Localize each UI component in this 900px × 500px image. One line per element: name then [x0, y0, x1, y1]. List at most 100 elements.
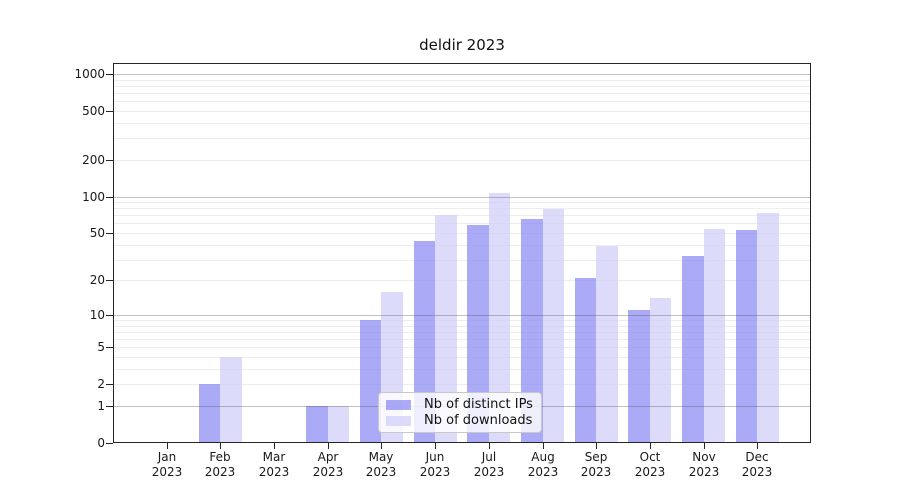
- x-tick-label-line: Aug: [531, 450, 555, 464]
- major-gridline: [114, 315, 810, 316]
- x-tick-label-line: 2023: [258, 465, 290, 479]
- bar-downloads: [703, 228, 726, 443]
- bar-downloads: [435, 214, 457, 443]
- x-tick-label-line: 2023: [151, 465, 183, 479]
- x-tick-mark: [167, 443, 168, 449]
- x-tick-label-line: Jan: [157, 450, 177, 464]
- y-tick-mark: [106, 347, 113, 348]
- x-tick-label: Jan 2023: [135, 450, 199, 480]
- minor-gridline: [114, 233, 810, 234]
- y-tick-mark: [106, 233, 113, 234]
- x-tick-mark: [596, 443, 597, 449]
- y-tick-mark: [106, 111, 113, 112]
- x-tick-mark: [650, 443, 651, 449]
- bar-distinct-ips: [306, 405, 328, 443]
- minor-gridline: [114, 160, 810, 161]
- x-tick-mark: [220, 443, 221, 449]
- y-tick-label: 50: [89, 226, 105, 240]
- x-tick-mark: [274, 443, 275, 449]
- bar-distinct-ips: [574, 277, 597, 443]
- bar-downloads: [649, 298, 672, 443]
- bar-distinct-ips: [521, 219, 543, 443]
- minor-gridline: [114, 357, 810, 358]
- legend-label: Nb of distinct IPs: [424, 397, 533, 412]
- legend-item: Nb of downloads: [386, 413, 541, 429]
- y-tick-mark: [106, 160, 113, 161]
- x-tick-label: Sep 2023: [564, 450, 628, 480]
- x-tick-mark: [543, 443, 544, 449]
- x-tick-label-line: Oct: [639, 450, 661, 464]
- x-tick-label: Apr 2023: [296, 450, 360, 480]
- legend-swatch: [386, 400, 411, 410]
- y-tick-mark: [106, 406, 113, 407]
- minor-gridline: [114, 86, 810, 87]
- y-tick-label: 0: [97, 436, 105, 450]
- x-tick-label-line: Jul: [481, 450, 497, 464]
- x-tick-mark: [704, 443, 705, 449]
- minor-gridline: [114, 215, 810, 216]
- minor-gridline: [114, 369, 810, 370]
- x-tick-label: Jul 2023: [457, 450, 521, 480]
- y-tick-label: 20: [89, 273, 105, 287]
- minor-gridline: [114, 260, 810, 261]
- minor-gridline: [114, 280, 810, 281]
- x-tick-label: Mar 2023: [242, 450, 306, 480]
- x-tick-label-line: May: [368, 450, 394, 464]
- legend-item: Nb of distinct IPs: [386, 397, 541, 413]
- x-tick-label-line: 2023: [204, 465, 236, 479]
- x-tick-label-line: 2023: [365, 465, 397, 479]
- y-tick-label: 10: [89, 308, 105, 322]
- x-tick-label: May 2023: [349, 450, 413, 480]
- bar-downloads: [220, 357, 242, 443]
- x-tick-label: Aug 2023: [511, 450, 575, 480]
- minor-gridline: [114, 223, 810, 224]
- y-tick-mark: [106, 384, 113, 385]
- bar-distinct-ips: [735, 229, 758, 443]
- bar-distinct-ips: [359, 320, 382, 443]
- y-tick-mark: [106, 443, 113, 444]
- minor-gridline: [114, 93, 810, 94]
- y-tick-label: 1: [97, 399, 105, 413]
- x-tick-label: Jun 2023: [403, 450, 467, 480]
- bar-distinct-ips: [628, 310, 650, 443]
- x-tick-label-line: Jun: [425, 450, 445, 464]
- y-tick-label: 1000: [74, 67, 105, 81]
- y-tick-label: 100: [82, 190, 105, 204]
- y-tick-mark: [106, 197, 113, 198]
- x-tick-label-line: 2023: [634, 465, 666, 479]
- bar-downloads: [488, 192, 511, 443]
- bar-distinct-ips: [467, 225, 489, 443]
- x-tick-label-line: Nov: [692, 450, 716, 464]
- x-tick-label-line: 2023: [312, 465, 344, 479]
- x-tick-mark: [435, 443, 436, 449]
- x-tick-label-line: 2023: [580, 465, 612, 479]
- y-tick-label: 2: [97, 377, 105, 391]
- x-tick-label: Oct 2023: [618, 450, 682, 480]
- x-tick-mark: [757, 443, 758, 449]
- minor-gridline: [114, 245, 810, 246]
- legend: Nb of distinct IPs Nb of downloads: [378, 392, 542, 433]
- minor-gridline: [114, 326, 810, 327]
- y-tick-label: 5: [97, 340, 105, 354]
- x-tick-mark: [328, 443, 329, 449]
- x-tick-label-line: Sep: [584, 450, 608, 464]
- x-tick-label-line: Apr: [317, 450, 339, 464]
- bar-downloads: [757, 213, 779, 443]
- x-tick-label: Nov 2023: [672, 450, 736, 480]
- x-tick-label: Dec 2023: [725, 450, 789, 480]
- minor-gridline: [114, 339, 810, 340]
- minor-gridline: [114, 332, 810, 333]
- y-tick-mark: [106, 280, 113, 281]
- major-gridline: [114, 197, 810, 198]
- minor-gridline: [114, 347, 810, 348]
- minor-gridline: [114, 123, 810, 124]
- x-tick-label-line: 2023: [473, 465, 505, 479]
- bar-downloads: [327, 405, 350, 443]
- y-tick-mark: [106, 315, 113, 316]
- legend-label: Nb of downloads: [424, 413, 533, 428]
- minor-gridline: [114, 101, 810, 102]
- x-tick-label-line: Feb: [209, 450, 231, 464]
- minor-gridline: [114, 320, 810, 321]
- x-tick-label-line: 2023: [419, 465, 451, 479]
